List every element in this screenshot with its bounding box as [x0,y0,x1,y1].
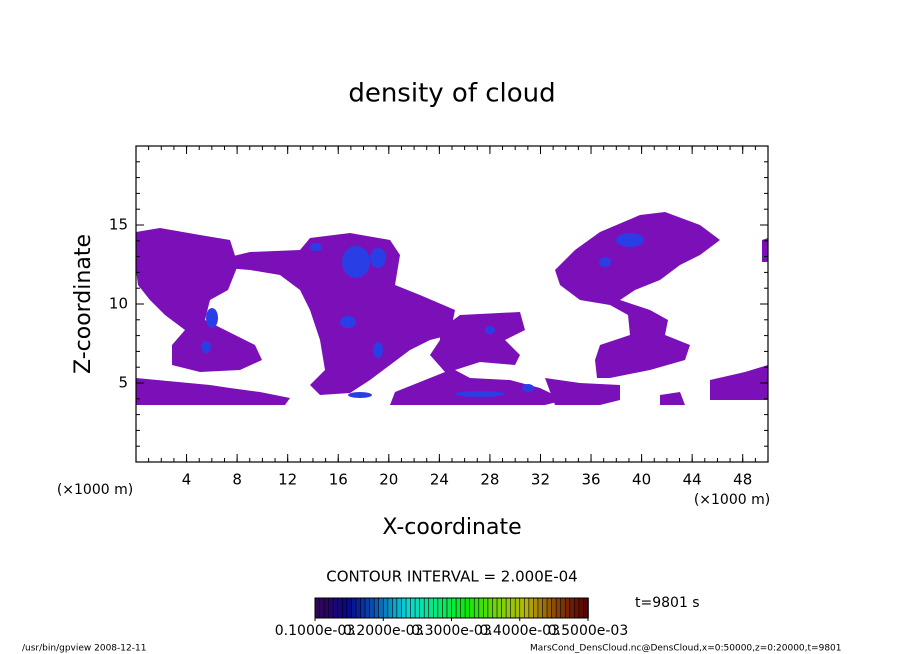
x-tick-label: 48 [733,471,752,489]
cloud-region [545,378,620,405]
cloud-core [485,326,495,334]
cloud-core [340,316,356,328]
colorbar-tick-label: 0.5000e-03 [548,623,628,639]
x-tick-label: 24 [430,471,449,489]
x-tick-label: 20 [379,471,398,489]
cloud-core [373,342,383,358]
colorbar: 0.1000e-030.2000e-030.3000e-030.4000e-03… [275,597,628,639]
plot-frame [135,145,769,463]
footer-right: MarsCond_DensCloud.nc@DensCloud,x=0:5000… [530,644,842,654]
cloud-core [599,257,611,267]
cloud-field [136,212,768,405]
cloud-region [762,238,768,262]
cloud-core [342,246,370,278]
cloud-region [660,392,685,405]
cloud-region [225,233,455,395]
cloud-core [201,341,211,353]
cloud-core [206,308,218,328]
colorbar-tick-label: 0.3000e-03 [411,623,491,639]
cloud-region [555,212,720,378]
y-unit: (×1000 m) [57,482,133,498]
time-label: t=9801 s [635,595,700,611]
x-axis-label: X-coordinate [382,515,521,540]
x-tick-label: 44 [683,471,702,489]
colorbar-tick-label: 0.1000e-03 [275,623,355,639]
x-tick-label: 36 [581,471,600,489]
cloud-core [616,233,644,247]
x-tick-label: 4 [182,471,192,489]
cloud-core [348,392,372,398]
footer-left: /usr/bin/gpview 2008-12-11 [22,644,146,654]
x-tick-label: 40 [632,471,651,489]
x-tick-label: 28 [480,471,499,489]
contour-interval: CONTOUR INTERVAL = 2.000E-04 [326,568,577,586]
y-axis-label: Z-coordinate [71,234,96,374]
cloud-core [522,384,534,392]
cloud-core [455,391,505,397]
y-tick-label: 5 [118,374,128,392]
x-tick-label: 32 [531,471,550,489]
x-tick-label: 16 [329,471,348,489]
x-unit: (×1000 m) [694,492,770,508]
cloud-region [710,365,768,400]
cloud-region [136,378,290,405]
y-tick-label: 15 [109,216,128,234]
colorbar-tick-label: 0.4000e-03 [480,623,560,639]
x-tick-label: 12 [278,471,297,489]
x-tick-label: 8 [232,471,242,489]
y-tick-label: 10 [109,295,128,313]
colorbar-tick-label: 0.2000e-03 [343,623,423,639]
cloud-core [370,248,386,268]
cloud-region [390,312,565,405]
cloud-core [310,243,322,251]
cloud-region [136,228,262,372]
chart-title: density of cloud [348,79,555,109]
